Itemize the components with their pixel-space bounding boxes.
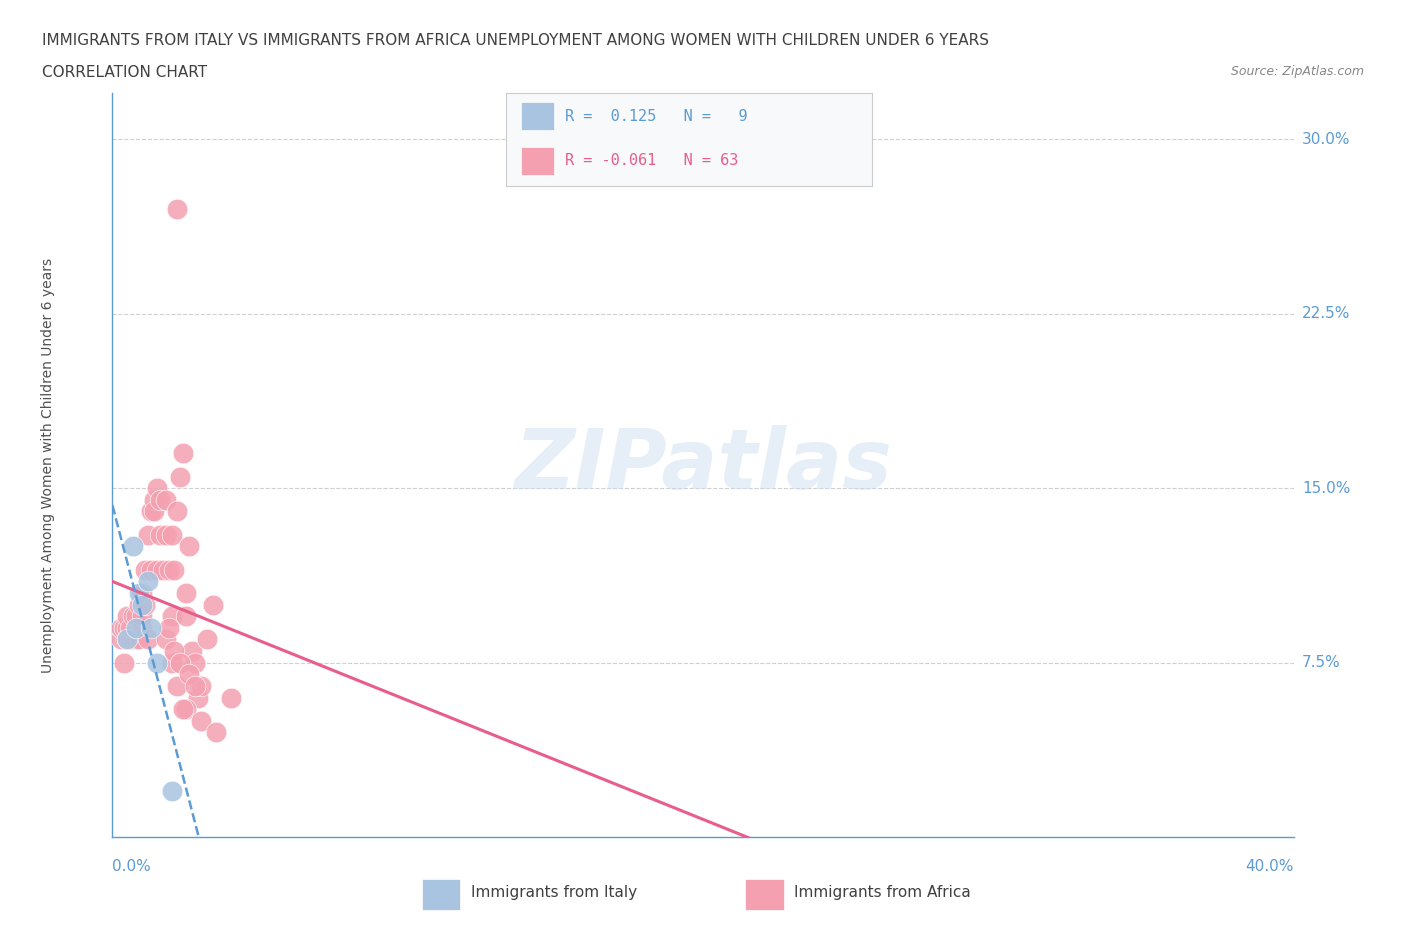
Point <box>117 632 138 647</box>
Point <box>149 493 172 508</box>
Point <box>110 620 132 635</box>
Text: Unemployment Among Women with Children Under 6 years: Unemployment Among Women with Children U… <box>41 258 55 672</box>
Text: R = -0.061   N = 63: R = -0.061 N = 63 <box>565 153 738 168</box>
Text: 0.0%: 0.0% <box>112 859 152 874</box>
Text: 30.0%: 30.0% <box>1302 132 1350 147</box>
Point <box>187 690 209 705</box>
Point <box>184 679 207 694</box>
Point <box>122 539 145 554</box>
Point <box>219 690 242 705</box>
Point <box>172 701 194 716</box>
Text: Source: ZipAtlas.com: Source: ZipAtlas.com <box>1230 65 1364 78</box>
Point <box>125 632 148 647</box>
FancyBboxPatch shape <box>520 147 554 175</box>
Point <box>166 202 188 217</box>
Point <box>146 655 169 670</box>
Point <box>142 493 165 508</box>
Text: R =  0.125   N =   9: R = 0.125 N = 9 <box>565 109 747 124</box>
Point <box>166 679 188 694</box>
Text: ZIPatlas: ZIPatlas <box>515 424 891 506</box>
Text: Immigrants from Africa: Immigrants from Africa <box>794 885 972 900</box>
Point <box>155 632 177 647</box>
Point <box>160 527 183 542</box>
Point <box>174 609 197 624</box>
Point <box>112 655 135 670</box>
Point <box>122 632 145 647</box>
Point <box>169 469 191 484</box>
Point <box>139 504 162 519</box>
Point <box>160 655 183 670</box>
Point <box>120 632 142 647</box>
Point <box>117 609 138 624</box>
Point <box>142 504 165 519</box>
FancyBboxPatch shape <box>745 879 785 910</box>
Point <box>136 632 159 647</box>
Point <box>157 620 180 635</box>
Text: Immigrants from Italy: Immigrants from Italy <box>471 885 637 900</box>
Point <box>122 609 145 624</box>
Point <box>128 632 150 647</box>
Point <box>120 620 142 635</box>
Point <box>190 679 212 694</box>
Point <box>179 667 201 682</box>
Point <box>128 597 150 612</box>
Point <box>131 609 153 624</box>
Text: IMMIGRANTS FROM ITALY VS IMMIGRANTS FROM AFRICA UNEMPLOYMENT AMONG WOMEN WITH CH: IMMIGRANTS FROM ITALY VS IMMIGRANTS FROM… <box>42 33 990 47</box>
Point <box>157 562 180 577</box>
Point <box>190 713 212 728</box>
Point <box>163 644 186 658</box>
Text: 7.5%: 7.5% <box>1302 655 1340 671</box>
Point <box>174 701 197 716</box>
Text: CORRELATION CHART: CORRELATION CHART <box>42 65 207 80</box>
Point <box>117 632 138 647</box>
Point <box>155 493 177 508</box>
Point <box>136 527 159 542</box>
Point <box>174 586 197 601</box>
Point <box>134 562 156 577</box>
Point <box>125 609 148 624</box>
Point <box>152 562 174 577</box>
Point <box>139 620 162 635</box>
Point <box>131 620 153 635</box>
Point <box>179 539 201 554</box>
Point <box>125 620 148 635</box>
Point <box>160 783 183 798</box>
Text: 22.5%: 22.5% <box>1302 306 1350 322</box>
Point <box>155 527 177 542</box>
Point <box>131 597 153 612</box>
Point <box>112 620 135 635</box>
Point <box>117 620 138 635</box>
Point <box>169 655 191 670</box>
Point <box>181 644 204 658</box>
Point <box>172 445 194 460</box>
Point <box>160 609 183 624</box>
Point <box>184 655 207 670</box>
Point <box>131 586 153 601</box>
Point <box>110 632 132 647</box>
Point <box>136 574 159 589</box>
FancyBboxPatch shape <box>422 879 461 910</box>
Point <box>139 562 162 577</box>
Point <box>149 527 172 542</box>
Point <box>128 586 150 601</box>
Text: 40.0%: 40.0% <box>1246 859 1294 874</box>
Text: 15.0%: 15.0% <box>1302 481 1350 496</box>
Point <box>195 632 218 647</box>
Point <box>134 597 156 612</box>
Point <box>163 562 186 577</box>
Point <box>146 481 169 496</box>
Point <box>205 725 228 740</box>
FancyBboxPatch shape <box>520 102 554 130</box>
Point <box>201 597 224 612</box>
Point <box>166 504 188 519</box>
Point <box>146 562 169 577</box>
